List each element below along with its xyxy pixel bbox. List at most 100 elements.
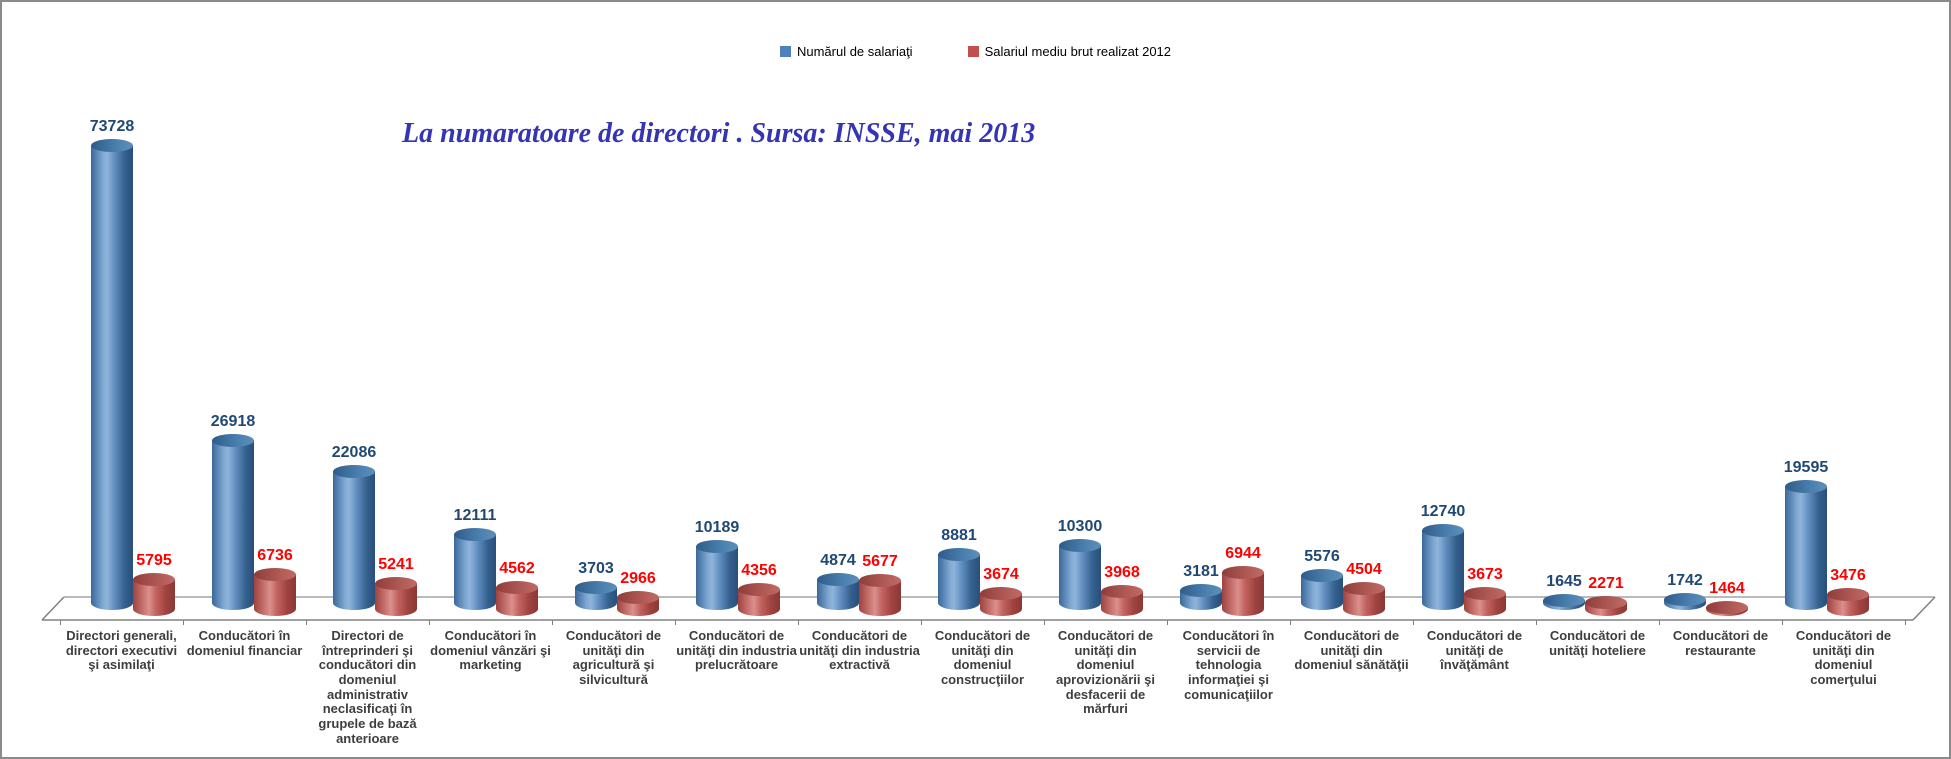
category-label: Directori de întreprinderi şi conducător…	[318, 628, 417, 746]
cylinder-cap	[575, 580, 617, 594]
axis-tick	[921, 620, 922, 625]
value-label-numarul: 5576	[1304, 547, 1340, 565]
value-label-salariul: 3674	[983, 565, 1019, 583]
axis-tick	[306, 620, 307, 625]
legend: Numărul de salariaţi Salariul mediu brut…	[2, 44, 1949, 59]
cylinder-cap	[375, 576, 417, 590]
cylinder-bar-numarul	[1664, 593, 1706, 610]
category-label: Conducători de unităţi din domeniul apro…	[1056, 628, 1155, 717]
axis-tick	[1290, 620, 1291, 625]
axis-tick	[429, 620, 430, 625]
category-label: Conducători de unităţi din agricultură ş…	[565, 628, 662, 688]
cylinder-cap	[1785, 480, 1827, 494]
cylinder-bar-numarul	[1785, 480, 1827, 610]
value-label-salariul: 5677	[862, 553, 898, 571]
cylinder-cap	[333, 464, 375, 478]
cylinder-bar-salariul	[1222, 566, 1264, 616]
cylinder-cap	[1059, 539, 1101, 553]
cylinder-bar-salariul	[1343, 581, 1385, 616]
chart-title: La numaratoare de directori . Sursa: INS…	[402, 118, 1036, 149]
value-label-numarul: 19595	[1783, 459, 1829, 477]
value-label-numarul: 10189	[694, 518, 740, 536]
axis-tick	[1536, 620, 1537, 625]
cylinder-cap	[1664, 593, 1706, 606]
cylinder-cap	[859, 574, 901, 588]
cylinder-bar-numarul	[696, 539, 738, 610]
cylinder-bar-salariul	[1464, 586, 1506, 616]
cylinder-cap	[1543, 593, 1585, 607]
cylinder-cap	[938, 547, 980, 561]
cylinder-bar-salariul	[738, 582, 780, 616]
cylinder-cap	[1464, 586, 1506, 600]
legend-swatch-red-icon	[967, 46, 979, 57]
value-label-numarul: 12111	[453, 506, 497, 524]
cylinder-cap	[1180, 583, 1222, 597]
value-label-numarul: 10300	[1057, 518, 1103, 536]
cylinder-bar-numarul	[1543, 593, 1585, 610]
cylinder-bar-numarul	[333, 464, 375, 610]
cylinder-cap	[1101, 584, 1143, 598]
cylinder-bar-salariul	[1706, 600, 1748, 616]
category-label: Conducători de restaurante	[1672, 628, 1769, 658]
cylinder-cap	[738, 582, 780, 596]
category-label: Conducători de unităţi de învăţământ	[1426, 628, 1523, 673]
value-label-numarul: 4874	[820, 552, 856, 570]
cylinder-cap	[817, 573, 859, 587]
category-label: Conducători de unităţi hoteliere	[1549, 628, 1646, 658]
cylinder-cap	[1343, 581, 1385, 595]
value-label-salariul: 6736	[257, 546, 293, 564]
cylinder-bar-numarul	[1059, 539, 1101, 610]
axis-tick	[1782, 620, 1783, 625]
axis-tick	[675, 620, 676, 625]
legend-swatch-blue-icon	[779, 46, 791, 57]
cylinder-bar-numarul	[1301, 568, 1343, 610]
cylinder-bar-numarul	[817, 573, 859, 610]
cylinder-bar-salariul	[133, 573, 175, 616]
cylinder-bar-salariul	[375, 576, 417, 616]
category-label: Conducători în servicii de tehnologia in…	[1182, 628, 1275, 702]
cylinder-cap	[696, 539, 738, 553]
cylinder-bar-numarul	[454, 527, 496, 610]
value-label-salariul: 3968	[1104, 563, 1140, 581]
cylinder-cap	[133, 573, 175, 587]
cylinder-bar-numarul	[212, 434, 254, 610]
cylinder-cap	[254, 567, 296, 581]
cylinder-cap	[1422, 523, 1464, 537]
axis-tick	[60, 620, 61, 625]
value-label-numarul: 3703	[578, 559, 614, 577]
cylinder-bar-salariul	[980, 586, 1022, 616]
cylinder-bar-salariul	[496, 581, 538, 616]
category-label: Conducători de unităţi din industria ext…	[799, 628, 920, 673]
cylinder-cap	[1706, 600, 1748, 614]
category-label: Conducători de unităţi din domeniul cons…	[934, 628, 1031, 688]
cylinder-cap	[454, 527, 496, 541]
value-label-numarul: 1742	[1667, 572, 1703, 589]
axis-tick	[1413, 620, 1414, 625]
cylinder-bar-salariul	[1827, 588, 1869, 616]
axis-tick	[1905, 620, 1906, 625]
axis-tick	[552, 620, 553, 625]
legend-label: Numărul de salariaţi	[796, 44, 913, 59]
cylinder-cap	[1827, 588, 1869, 602]
cylinder-cap	[212, 434, 254, 448]
cylinder-cap	[496, 581, 538, 595]
value-label-salariul: 1464	[1709, 579, 1745, 597]
value-label-salariul: 5795	[136, 552, 172, 570]
cylinder-bar-numarul	[575, 580, 617, 610]
cylinder-bar-salariul	[1101, 584, 1143, 616]
cylinder-cap	[980, 586, 1022, 600]
cylinder-cap	[1301, 568, 1343, 582]
axis-tick	[1167, 620, 1168, 625]
cylinder-bar-salariul	[859, 574, 901, 616]
value-label-salariul: 6944	[1225, 545, 1261, 563]
axis-tick	[1659, 620, 1660, 625]
value-label-salariul: 5241	[378, 555, 414, 573]
value-label-numarul: 73728	[89, 118, 135, 135]
category-label: Conducători în domeniul vânzări şi marke…	[430, 628, 551, 673]
value-label-salariul: 3673	[1467, 565, 1503, 583]
legend-label: Salariul mediu brut realizat 2012	[984, 44, 1172, 59]
value-label-numarul: 1645	[1546, 572, 1582, 590]
cylinder-cap	[1222, 566, 1264, 580]
axis-tick	[1044, 620, 1045, 625]
